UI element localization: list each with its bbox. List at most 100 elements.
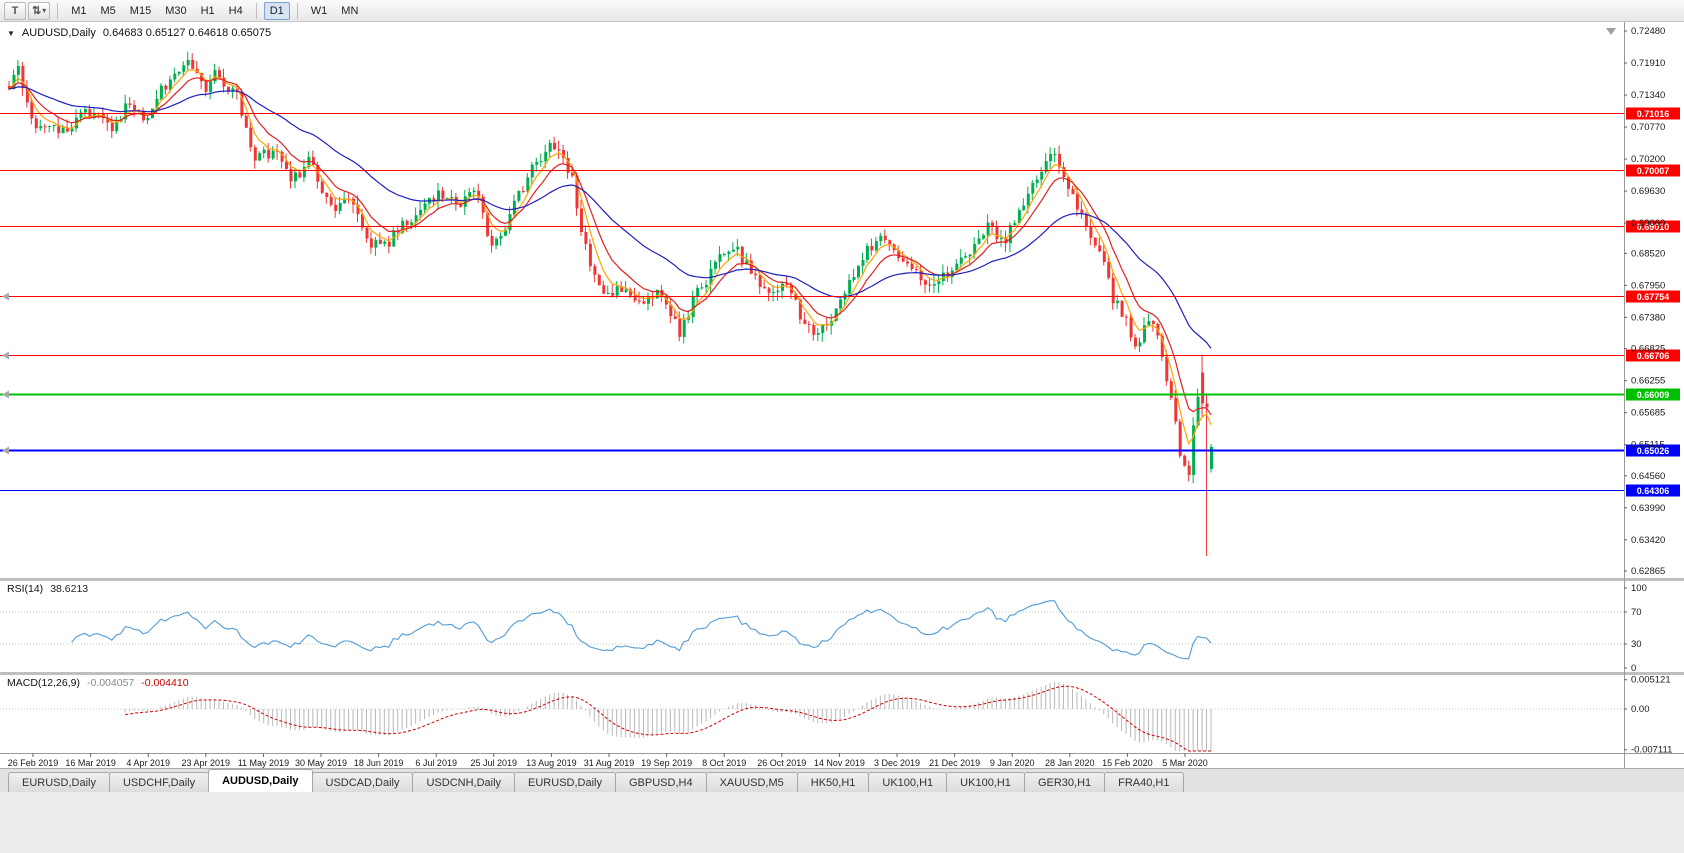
candle-body: [772, 292, 776, 294]
candle-body: [865, 245, 869, 260]
candle-body: [1111, 277, 1115, 304]
candle-body: [562, 150, 566, 158]
chart-region[interactable]: 0.71016 0.70007 0.69010 0.67754 0.66706 0.660…: [0, 22, 1684, 768]
candle-body: [1102, 251, 1106, 262]
candle-body: [66, 127, 70, 132]
macd-tick-label: 0.005121: [1631, 675, 1671, 686]
candle-body: [1107, 262, 1111, 278]
candle-body: [624, 289, 628, 292]
symbol-tab-hk50-h1[interactable]: HK50,H1: [796, 772, 870, 792]
timeframe-m30[interactable]: M30: [159, 2, 192, 20]
symbol-tab-gbpusd-h4[interactable]: GBPUSD,H4: [615, 772, 707, 792]
symbol-tab-eurusd-daily-1[interactable]: EURUSD,Daily: [8, 772, 110, 792]
timeframe-mn[interactable]: MN: [335, 2, 364, 20]
timeframe-m15[interactable]: M15: [124, 2, 157, 20]
symbol-tab-usdchf-daily[interactable]: USDCHF,Daily: [108, 772, 210, 792]
candle-body: [580, 208, 583, 232]
symbol-tab-fra40-h1[interactable]: FRA40,H1: [1104, 772, 1184, 792]
candle-body: [977, 238, 981, 244]
candle-body: [1017, 210, 1021, 224]
symbol-tab-xauusd-m5[interactable]: XAUUSD,M5: [705, 772, 798, 792]
price-chart-canvas[interactable]: 0.71016 0.70007 0.69010 0.67754 0.66706 0.660…: [0, 22, 1684, 768]
macd-tick-label: -0.007111: [1631, 745, 1672, 756]
candle-body: [374, 239, 378, 248]
candle-body: [629, 289, 633, 296]
pane-splitter-macd[interactable]: [0, 672, 1684, 675]
candle-body: [740, 246, 744, 264]
symbol-tab-ger30-h1[interactable]: GER30,H1: [1023, 772, 1106, 792]
timeframe-h1[interactable]: H1: [195, 2, 221, 20]
symbol-tab-uk100-h1-1[interactable]: UK100,H1: [868, 772, 948, 792]
candle-body: [146, 117, 150, 121]
candle-body: [227, 86, 230, 91]
candle-body: [329, 197, 333, 205]
timeframe-m5[interactable]: M5: [95, 2, 122, 20]
candle-body: [664, 295, 668, 305]
candle-body: [12, 74, 16, 89]
candle-body: [271, 150, 275, 159]
candle-body: [933, 284, 936, 286]
timeframe-w1[interactable]: W1: [305, 2, 334, 20]
candle-body: [285, 161, 288, 169]
candle-body: [1089, 227, 1093, 238]
y-tick-label: 0.66825: [1631, 344, 1665, 355]
candle-body: [25, 88, 29, 103]
candle-body: [870, 245, 874, 251]
symbol-tab-usdcad-daily[interactable]: USDCAD,Daily: [311, 772, 414, 792]
candle-body: [539, 161, 543, 163]
candle-body: [39, 126, 43, 129]
candle-body: [57, 124, 61, 134]
price-badge: [1626, 388, 1680, 401]
x-tick-label: 13 Aug 2019: [526, 758, 577, 768]
symbol-tab-uk100-h1-2[interactable]: UK100,H1: [946, 772, 1025, 792]
price-badge: [1626, 444, 1680, 457]
candle-body: [1035, 179, 1039, 183]
candle-body: [803, 319, 807, 324]
candle-body: [602, 285, 606, 294]
x-tick-label: 16 Mar 2019: [65, 758, 116, 768]
candle-body: [1201, 372, 1205, 404]
candle-body: [235, 88, 239, 92]
symbol-tab-audusd-daily[interactable]: AUDUSD,Daily: [208, 769, 313, 792]
price-badge-label: 0.66706: [1637, 351, 1670, 361]
candle-body: [1062, 167, 1066, 177]
candle-body: [575, 175, 579, 209]
x-tick-label: 3 Dec 2019: [874, 758, 920, 768]
candle-body: [383, 241, 387, 244]
templates-button[interactable]: T: [4, 1, 26, 20]
candle-body: [445, 198, 449, 200]
rsi-indicator-name: RSI(14): [7, 583, 44, 595]
candle-body: [159, 85, 163, 99]
candle-body: [298, 172, 302, 178]
x-tick-label: 25 Jul 2019: [471, 758, 518, 768]
symbol-tab-eurusd-daily-2[interactable]: EURUSD,Daily: [514, 772, 616, 792]
candle-body: [1022, 205, 1026, 211]
candle-body: [1000, 238, 1003, 240]
x-tick-label: 14 Nov 2019: [814, 758, 865, 768]
candle-body: [1183, 455, 1187, 466]
y-tick-label: 0.62865: [1631, 566, 1665, 577]
price-badge-label: 0.71016: [1637, 109, 1670, 119]
candle-body: [548, 142, 552, 152]
candle-body: [718, 254, 722, 262]
y-tick-label: 0.70200: [1631, 154, 1665, 165]
candle-body: [209, 81, 213, 92]
chart-mode-button[interactable]: ⇅ ▾: [28, 1, 51, 20]
candle-body: [294, 172, 297, 182]
chart-dropdown-icon[interactable]: ▼: [7, 29, 15, 38]
price-badge-label: 0.69010: [1637, 222, 1670, 232]
candle-body: [79, 112, 83, 118]
chart-shift-marker[interactable]: [1606, 28, 1616, 35]
template-icon: T: [11, 4, 19, 17]
y-tick-label: 0.69060: [1631, 218, 1665, 229]
timeframe-m1[interactable]: M1: [65, 2, 92, 20]
price-badge: [1626, 349, 1680, 362]
candle-body: [410, 222, 414, 226]
candle-body: [588, 243, 592, 267]
candle-body: [365, 227, 369, 239]
timeframe-h4[interactable]: H4: [223, 2, 249, 20]
pane-splitter-rsi[interactable]: [0, 578, 1684, 581]
candle-body: [1134, 337, 1137, 347]
timeframe-d1[interactable]: D1: [263, 1, 290, 20]
symbol-tab-usdcnh-daily[interactable]: USDCNH,Daily: [412, 772, 516, 792]
